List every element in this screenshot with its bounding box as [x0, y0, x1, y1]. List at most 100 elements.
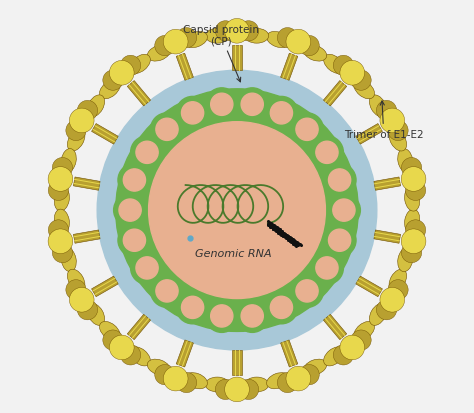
Circle shape: [103, 330, 123, 350]
Circle shape: [323, 164, 356, 197]
Ellipse shape: [147, 46, 170, 62]
Circle shape: [164, 366, 188, 391]
Circle shape: [270, 102, 292, 125]
Polygon shape: [91, 124, 118, 145]
Ellipse shape: [404, 210, 419, 233]
Circle shape: [123, 169, 146, 192]
Ellipse shape: [398, 149, 413, 173]
Circle shape: [328, 169, 351, 192]
Ellipse shape: [55, 188, 70, 211]
Ellipse shape: [67, 130, 85, 152]
Circle shape: [286, 30, 310, 55]
Ellipse shape: [369, 96, 387, 118]
Circle shape: [323, 224, 356, 257]
Ellipse shape: [100, 81, 120, 100]
Circle shape: [109, 335, 134, 360]
Circle shape: [310, 252, 343, 285]
Circle shape: [119, 199, 141, 222]
Circle shape: [48, 181, 69, 201]
Ellipse shape: [55, 210, 70, 233]
Polygon shape: [374, 178, 401, 191]
Circle shape: [103, 71, 123, 91]
Circle shape: [286, 366, 310, 391]
Circle shape: [77, 101, 98, 121]
Circle shape: [120, 56, 141, 76]
Circle shape: [236, 89, 269, 121]
Ellipse shape: [266, 32, 290, 48]
Circle shape: [215, 21, 236, 42]
Circle shape: [176, 291, 209, 324]
Circle shape: [114, 194, 146, 227]
Circle shape: [148, 122, 326, 299]
Circle shape: [351, 330, 371, 350]
Ellipse shape: [130, 55, 150, 74]
Ellipse shape: [87, 304, 105, 325]
Circle shape: [136, 142, 158, 164]
Ellipse shape: [324, 55, 344, 74]
Circle shape: [333, 199, 355, 222]
Circle shape: [380, 109, 405, 133]
Ellipse shape: [61, 149, 76, 173]
Circle shape: [299, 36, 319, 57]
Circle shape: [116, 90, 358, 332]
Circle shape: [118, 224, 151, 257]
Circle shape: [182, 102, 204, 125]
Ellipse shape: [324, 347, 344, 366]
Circle shape: [52, 243, 73, 263]
Ellipse shape: [354, 81, 374, 100]
Circle shape: [296, 119, 318, 141]
Circle shape: [151, 114, 183, 146]
Circle shape: [136, 257, 158, 279]
Polygon shape: [73, 178, 100, 191]
Circle shape: [270, 297, 292, 319]
Ellipse shape: [304, 359, 327, 375]
Ellipse shape: [245, 29, 269, 44]
Polygon shape: [281, 54, 298, 81]
Circle shape: [401, 167, 426, 192]
Polygon shape: [356, 124, 383, 145]
Ellipse shape: [61, 248, 76, 272]
Ellipse shape: [100, 322, 120, 341]
Circle shape: [66, 121, 86, 141]
Ellipse shape: [205, 29, 229, 44]
Circle shape: [156, 280, 178, 302]
Polygon shape: [176, 340, 193, 367]
Circle shape: [401, 243, 422, 263]
Circle shape: [156, 119, 178, 141]
Ellipse shape: [398, 248, 413, 272]
Circle shape: [401, 229, 426, 254]
Ellipse shape: [87, 96, 105, 118]
Circle shape: [340, 335, 365, 360]
Circle shape: [316, 257, 338, 279]
Circle shape: [97, 71, 377, 350]
Circle shape: [299, 365, 319, 385]
Polygon shape: [374, 230, 401, 244]
Circle shape: [388, 280, 408, 300]
Polygon shape: [323, 315, 346, 340]
Circle shape: [291, 275, 323, 308]
Ellipse shape: [245, 377, 269, 392]
Circle shape: [118, 164, 151, 197]
Circle shape: [77, 300, 98, 320]
Circle shape: [241, 305, 264, 327]
Text: Genomic RNA: Genomic RNA: [194, 249, 271, 259]
Circle shape: [296, 280, 318, 302]
Circle shape: [238, 380, 259, 399]
Polygon shape: [91, 276, 118, 297]
Circle shape: [310, 137, 343, 169]
Circle shape: [351, 71, 371, 91]
Circle shape: [277, 373, 298, 393]
Circle shape: [48, 167, 73, 192]
Ellipse shape: [354, 322, 374, 341]
Polygon shape: [281, 340, 298, 367]
Circle shape: [333, 345, 354, 365]
Polygon shape: [232, 350, 242, 375]
Polygon shape: [323, 81, 346, 107]
Circle shape: [66, 280, 86, 300]
Circle shape: [376, 101, 397, 121]
Circle shape: [69, 288, 94, 312]
Circle shape: [155, 365, 175, 385]
Text: Trimer of E1-E2: Trimer of E1-E2: [344, 102, 424, 140]
Circle shape: [48, 229, 73, 254]
Polygon shape: [356, 276, 383, 297]
